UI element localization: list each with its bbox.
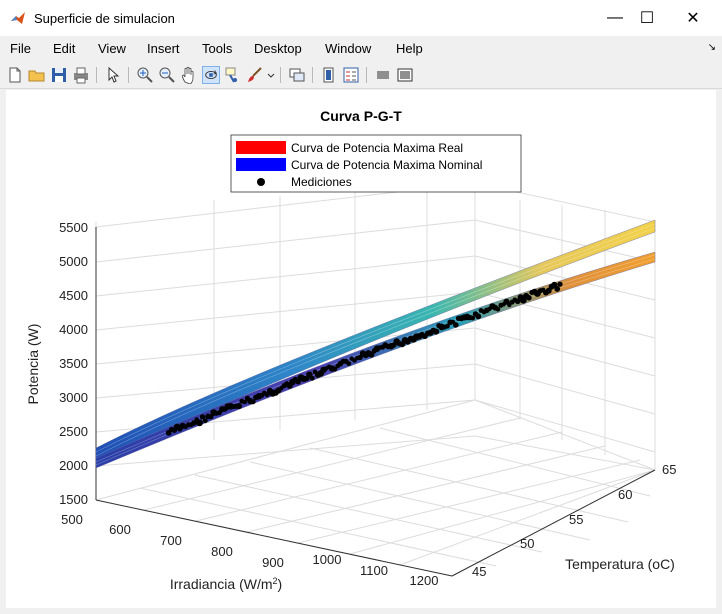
z-axis-label: Potencia (W) (25, 324, 41, 405)
zoom-out-icon[interactable] (158, 66, 176, 84)
matlab-app-icon (10, 10, 26, 26)
link-plot-icon[interactable] (288, 66, 306, 84)
measurement-point (250, 399, 256, 405)
measurement-point (526, 295, 532, 301)
figure-toolbar (0, 62, 722, 89)
minimize-icon: — (607, 9, 623, 26)
pan-hand-icon[interactable] (180, 66, 198, 84)
surface-chart[interactable]: Curva P-G-T Curva de Potencia Maxima Rea… (6, 90, 716, 608)
rotate-3d-icon[interactable] (202, 66, 220, 84)
legend-swatch-real (236, 141, 286, 154)
x-axis-label: Irradiancia (W/m2) (170, 576, 282, 592)
menu-file[interactable]: File (10, 41, 31, 56)
measurement-point (264, 392, 270, 398)
zoom-in-icon[interactable] (136, 66, 154, 84)
legend-label-nominal: Curva de Potencia Maxima Nominal (291, 158, 482, 172)
measurement-point (453, 322, 459, 328)
legend[interactable]: Curva de Potencia Maxima Real Curva de P… (230, 134, 522, 193)
measurement-point (196, 419, 204, 427)
maximize-icon: ☐ (639, 10, 655, 27)
measurement-point (514, 298, 521, 305)
measurement-point (199, 414, 206, 420)
hide-plot-tools-icon[interactable] (374, 66, 392, 84)
z-tick-label: 3000 (59, 390, 88, 405)
legend-swatch-nominal (236, 158, 286, 171)
measurement-point (475, 313, 482, 320)
measurement-point (433, 328, 440, 335)
show-plot-tools-icon[interactable] (396, 66, 414, 84)
y-tick-label: 60 (618, 487, 632, 502)
x-tick-label: 1100 (360, 563, 388, 578)
legend-label-real: Curva de Potencia Maxima Real (291, 141, 463, 155)
y-tick-label: 65 (662, 462, 676, 477)
print-icon[interactable] (72, 66, 90, 84)
select-arrow-icon[interactable] (104, 66, 122, 84)
x-tick-label: 1000 (313, 552, 342, 567)
menu-bar: File Edit View Insert Tools Desktop Wind… (0, 38, 722, 60)
y-tick-label: 55 (569, 512, 583, 527)
menu-view[interactable]: View (98, 41, 126, 56)
measurement-points (165, 281, 563, 436)
menu-help[interactable]: Help (396, 41, 423, 56)
colorbar-icon[interactable] (320, 66, 338, 84)
legend-icon[interactable] (342, 66, 360, 84)
menu-overflow-icon[interactable]: ↘ (707, 42, 716, 53)
window-titlebar: Superficie de simulacion (0, 0, 722, 36)
menu-desktop[interactable]: Desktop (254, 41, 302, 56)
measurement-point (236, 403, 242, 410)
z-tick-label: 1500 (59, 492, 88, 507)
measurement-point (191, 420, 197, 426)
menu-insert[interactable]: Insert (147, 41, 180, 56)
legend-label-mediciones: Mediciones (291, 175, 352, 189)
measurement-point (309, 375, 315, 381)
window-title: Superficie de simulacion (34, 10, 175, 26)
close-button[interactable]: ✕ (670, 0, 716, 36)
brush-icon[interactable] (246, 66, 264, 84)
z-tick-label: 5000 (59, 254, 88, 269)
minimize-button[interactable]: — (592, 0, 638, 36)
close-icon: ✕ (686, 10, 700, 27)
figure-canvas: Curva P-G-T Curva de Potencia Maxima Rea… (6, 90, 716, 608)
x-tick-label: 500 (61, 512, 83, 527)
z-tick-label: 5500 (59, 220, 88, 235)
measurement-point (242, 399, 247, 405)
measurement-point (202, 418, 208, 424)
z-tick-label: 2000 (59, 458, 88, 473)
data-cursor-icon[interactable] (224, 66, 242, 84)
brush-dropdown-icon[interactable] (266, 66, 276, 84)
x-tick-label: 600 (109, 522, 131, 537)
measurement-point (332, 366, 338, 372)
measurement-point (557, 281, 563, 287)
menu-window[interactable]: Window (325, 41, 372, 56)
menu-tools[interactable]: Tools (202, 41, 233, 56)
z-tick-label: 4500 (59, 288, 88, 303)
measurement-point (470, 315, 476, 321)
save-icon[interactable] (50, 66, 68, 84)
x-tick-label: 700 (160, 533, 182, 548)
maximize-button[interactable]: ☐ (624, 0, 670, 36)
measurement-point (346, 361, 352, 366)
x-tick-label: 1200 (410, 573, 439, 588)
measurement-point (495, 307, 501, 312)
y-tick-label: 50 (520, 536, 534, 551)
measurement-point (445, 323, 450, 329)
legend-marker-mediciones (257, 178, 265, 186)
new-figure-icon[interactable] (6, 66, 24, 84)
measurement-point (554, 286, 561, 292)
chart-title: Curva P-G-T (320, 108, 402, 124)
y-tick-label: 45 (472, 564, 486, 579)
y-axis-label: Temperatura (oC) (565, 556, 675, 572)
x-tick-label: 800 (211, 544, 233, 559)
z-tick-label: 3500 (59, 356, 88, 371)
z-tick-label: 2500 (59, 424, 88, 439)
x-tick-label: 900 (262, 555, 284, 570)
open-file-icon[interactable] (28, 66, 46, 84)
menu-edit[interactable]: Edit (53, 41, 76, 56)
z-tick-label: 4000 (59, 322, 88, 337)
surface-nominal (95, 251, 656, 469)
